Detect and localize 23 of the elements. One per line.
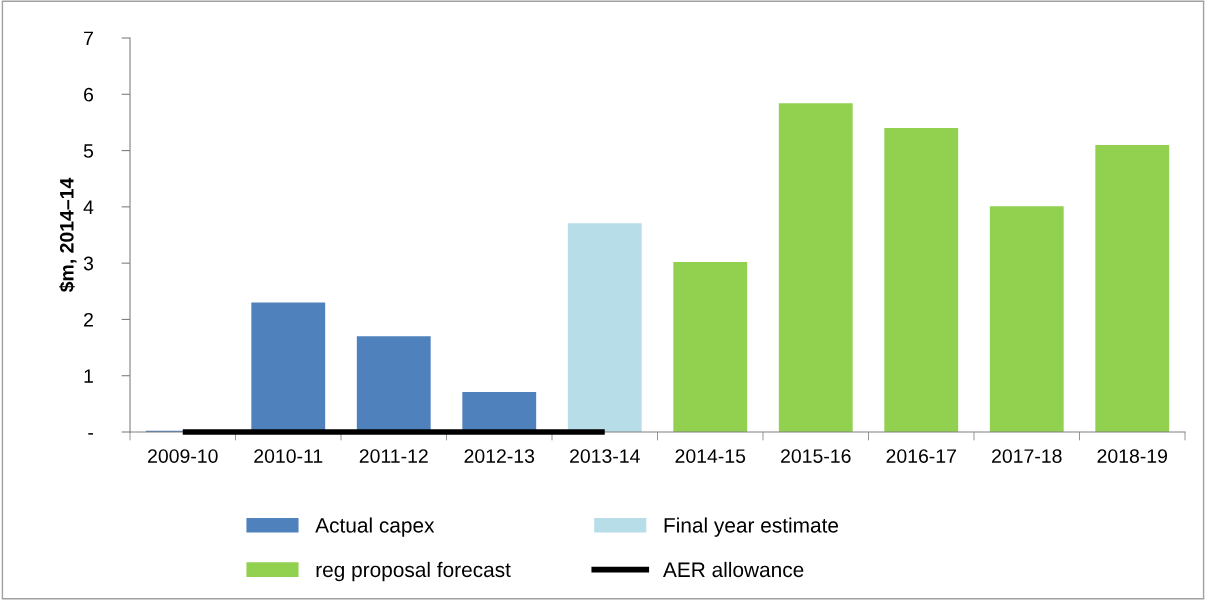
x-tick-label: 2015-16 <box>781 449 851 463</box>
y-axis-title: $m, 2014–14 <box>59 177 77 293</box>
x-tick-label: 2013-14 <box>570 449 640 463</box>
x-tick-label: 2012-13 <box>464 449 535 463</box>
x-tick-label: 2010-11 <box>254 449 323 463</box>
x-tick-label: 2016-17 <box>886 449 956 463</box>
y-tick-label: 3 <box>83 256 94 271</box>
y-tick-label: 6 <box>84 87 94 102</box>
legend-label: AER allowance <box>663 561 804 578</box>
y-tick-label: 1 <box>84 369 93 383</box>
legend-label: Final year estimate <box>664 517 839 537</box>
x-tick-label: 2009-10 <box>148 449 218 463</box>
y-tick-label: 7 <box>84 31 93 46</box>
y-tick-label: 5 <box>83 144 94 158</box>
y-tick-label: - <box>88 433 94 435</box>
x-tick-label: 2011-12 <box>359 449 428 463</box>
x-tick-label: 2014-15 <box>675 449 746 463</box>
legend-label: reg proposal forecast <box>316 561 511 582</box>
y-tick-label: 2 <box>84 312 93 327</box>
x-tick-label: 2017-18 <box>992 449 1062 463</box>
y-tick-label: 4 <box>83 200 94 214</box>
legend-label: Actual capex <box>315 517 435 537</box>
x-tick-label: 2018-19 <box>1097 449 1168 463</box>
